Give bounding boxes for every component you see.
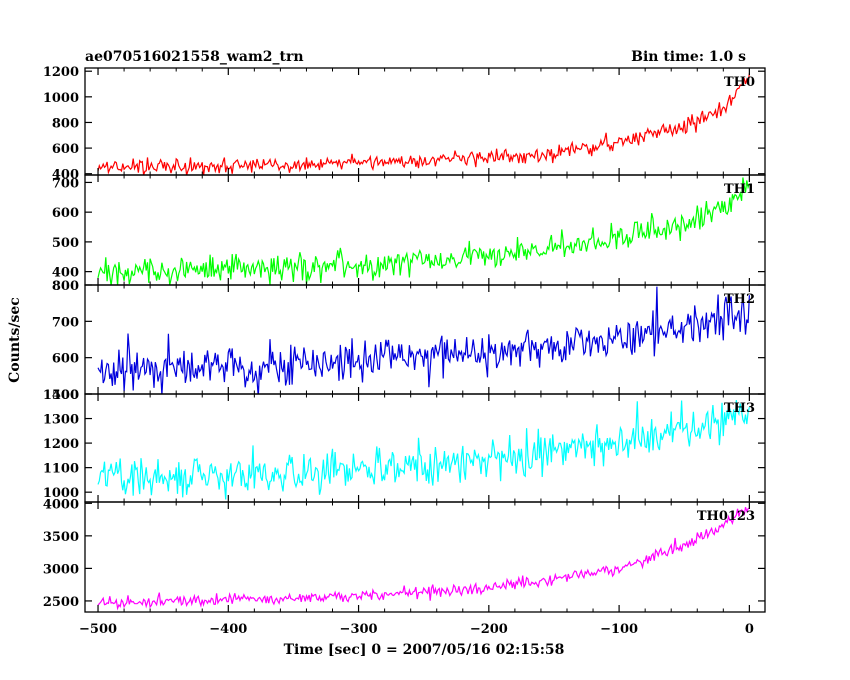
y-tick-label: 700: [52, 176, 79, 191]
y-tick-label: 500: [52, 236, 79, 251]
x-tick-label: −500: [79, 622, 117, 637]
y-tick-label: 1200: [43, 65, 79, 80]
series-th0123-line: [97, 507, 750, 611]
x-axis-title: Time [sec] 0 = 2007/05/16 02:15:58: [284, 642, 565, 658]
y-tick-label: 800: [52, 116, 79, 131]
y-tick-label: 400: [52, 266, 79, 281]
plot-title: ae070516021558_wam2_trn: [85, 49, 304, 65]
y-tick-label: 600: [52, 142, 79, 157]
y-tick-label: 500: [52, 388, 79, 403]
y-tick-label: 600: [52, 352, 79, 367]
panel-th2: 500 600 700 800 TH2: [52, 279, 766, 403]
y-tick-label: 1000: [43, 91, 79, 106]
y-tick-label: 1200: [43, 437, 79, 452]
panel-frame: [84, 501, 766, 613]
x-tick-label: 0: [745, 622, 754, 637]
series-th2-line: [97, 286, 750, 394]
y-tick-label: 1400: [43, 388, 79, 403]
x-tick-labels: −500 −400 −300 −200 −100 0: [79, 622, 754, 637]
y-tick-label: 400: [52, 168, 79, 183]
panel-label: TH2: [724, 292, 755, 307]
panel-label: TH0123: [697, 509, 755, 524]
panel-th3: 1000 1100 1200 1300 1400 TH3: [43, 388, 766, 503]
y-tick-label: 4000: [43, 497, 79, 512]
series-th0-line: [97, 73, 750, 175]
x-tick-label: −300: [340, 622, 378, 637]
y-tick-label: 600: [52, 206, 79, 221]
y-tick-label: 1100: [43, 462, 79, 477]
panel-th0: 400 600 800 1000 1200 TH0: [43, 65, 766, 183]
y-tick-label: 3000: [43, 562, 79, 577]
panel-th0123: 2500 3000 3500 4000 TH0123: [43, 497, 766, 613]
y-tick-label: 2500: [43, 595, 79, 610]
y-tick-label: 1000: [43, 486, 79, 501]
panels: 400 600 800 1000 1200 TH0 400 500 600 700 TH1 500 60…: [43, 65, 766, 613]
panel-label: TH1: [724, 182, 755, 197]
x-tick-label: −100: [600, 622, 638, 637]
y-tick-label: 3500: [43, 530, 79, 545]
panel-frame: [84, 284, 766, 395]
panel-frame: [84, 393, 766, 503]
y-tick-label: 700: [52, 315, 79, 330]
bin-time-label: Bin time: 1.0 s: [631, 49, 746, 65]
panel-th1: 400 500 600 700 TH1: [52, 174, 766, 286]
x-tick-label: −200: [470, 622, 508, 637]
y-tick-label: 800: [52, 279, 79, 294]
panel-label: TH0: [724, 75, 755, 90]
y-axis-title: Counts/sec: [7, 297, 23, 383]
series-th1-line: [97, 177, 750, 285]
y-tick-label: 1300: [43, 413, 79, 428]
series-th3-line: [97, 400, 750, 500]
x-tick-label: −400: [209, 622, 247, 637]
panel-label: TH3: [724, 401, 755, 416]
